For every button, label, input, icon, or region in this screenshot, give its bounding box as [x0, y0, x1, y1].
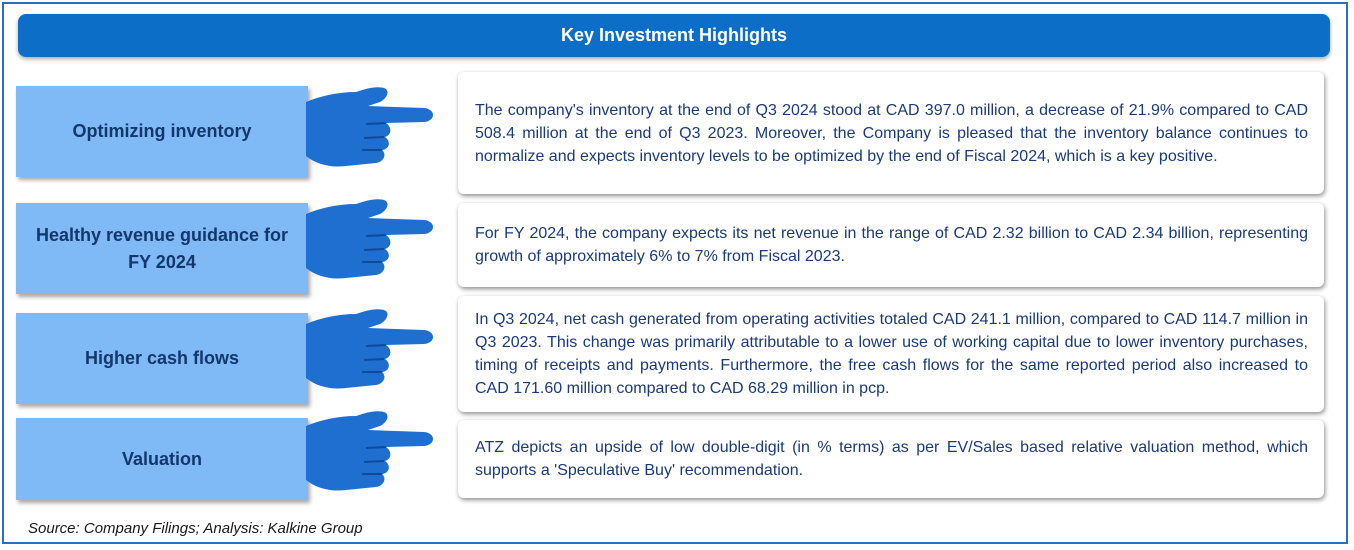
highlight-label-revenue: Healthy revenue guidance for FY 2024: [16, 203, 308, 294]
source-note: Source: Company Filings; Analysis: Kalki…: [28, 520, 363, 537]
highlight-text-inventory: The company's inventory at the end of Q3…: [458, 72, 1324, 194]
pointing-hand-icon: [306, 87, 433, 167]
highlight-text-valuation: ATZ depicts an upside of low double-digi…: [458, 420, 1324, 498]
pointing-hand-icon: [306, 309, 433, 389]
highlight-text: For FY 2024, the company expects its net…: [475, 225, 1308, 265]
highlight-text-revenue: For FY 2024, the company expects its net…: [458, 203, 1324, 287]
highlight-text: ATZ depicts an upside of low double-digi…: [475, 439, 1308, 479]
page-title: Key Investment Highlights: [18, 14, 1330, 57]
highlight-label-inventory: Optimizing inventory: [16, 86, 308, 177]
highlight-text-cash-flows: In Q3 2024, net cash generated from oper…: [458, 296, 1324, 412]
pointing-hand-icon: [306, 199, 433, 279]
highlight-text: In Q3 2024, net cash generated from oper…: [475, 311, 1308, 397]
pointing-hand-icon: [306, 411, 433, 491]
highlight-text: The company's inventory at the end of Q3…: [475, 101, 1308, 165]
highlight-label-valuation: Valuation: [16, 418, 308, 500]
highlight-label-cash-flows: Higher cash flows: [16, 313, 308, 404]
